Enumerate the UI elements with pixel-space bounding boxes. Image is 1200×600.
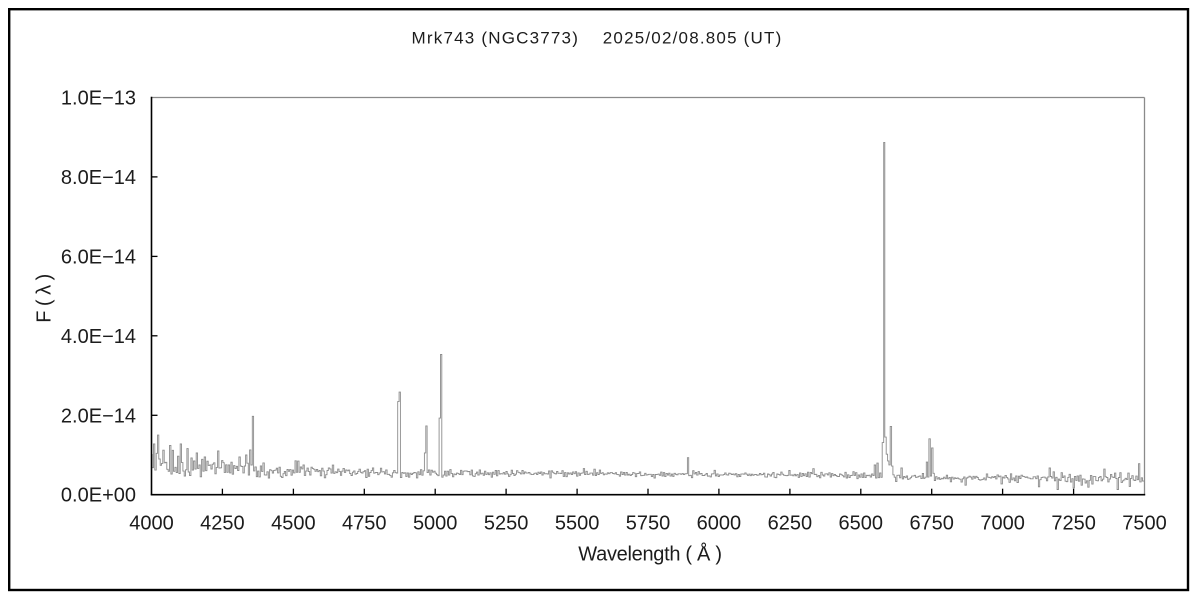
svg-text:6500: 6500 bbox=[839, 513, 884, 535]
svg-text:4.0E−14: 4.0E−14 bbox=[61, 326, 136, 348]
svg-text:Wavelength ( Å ): Wavelength ( Å ) bbox=[578, 543, 721, 566]
svg-text:5750: 5750 bbox=[626, 513, 671, 535]
svg-text:Mrk743 (NGC3773) 2025/02/08: Mrk743 (NGC3773) 2025/02/08.805 (UT) bbox=[412, 29, 783, 48]
svg-text:4250: 4250 bbox=[200, 513, 245, 535]
svg-text:2.0E−14: 2.0E−14 bbox=[61, 405, 136, 427]
svg-text:4500: 4500 bbox=[271, 513, 316, 535]
svg-text:8.0E−14: 8.0E−14 bbox=[61, 167, 136, 189]
svg-text:6000: 6000 bbox=[697, 513, 742, 535]
svg-text:1.0E−13: 1.0E−13 bbox=[61, 88, 136, 110]
svg-text:7000: 7000 bbox=[980, 513, 1025, 535]
svg-text:0.0E+00: 0.0E+00 bbox=[61, 485, 136, 507]
svg-text:F(λ): F(λ) bbox=[34, 269, 56, 323]
svg-text:6.0E−14: 6.0E−14 bbox=[61, 246, 136, 268]
svg-text:6750: 6750 bbox=[909, 513, 954, 535]
svg-text:4000: 4000 bbox=[129, 513, 174, 535]
svg-text:5000: 5000 bbox=[413, 513, 458, 535]
svg-text:5500: 5500 bbox=[555, 513, 600, 535]
svg-text:4750: 4750 bbox=[342, 513, 387, 535]
svg-text:6250: 6250 bbox=[768, 513, 813, 535]
svg-text:7250: 7250 bbox=[1051, 513, 1096, 535]
svg-text:5250: 5250 bbox=[484, 513, 529, 535]
svg-text:7500: 7500 bbox=[1122, 513, 1167, 535]
